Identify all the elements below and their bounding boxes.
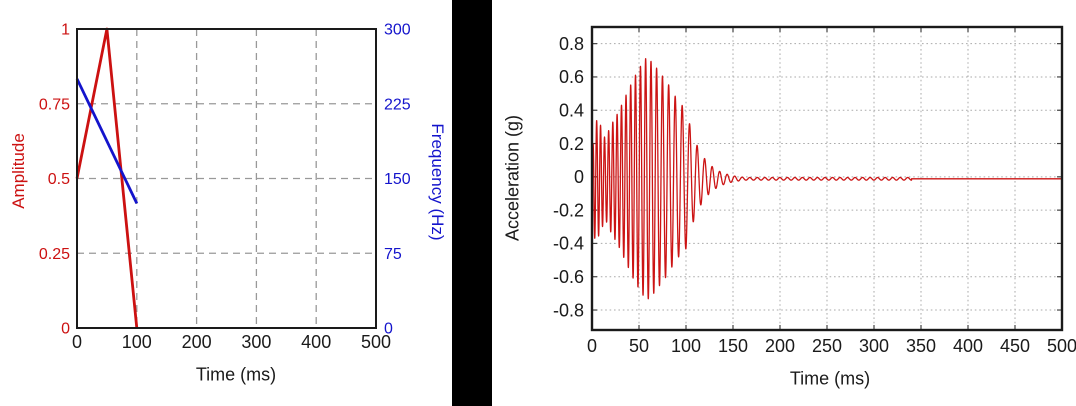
svg-text:400: 400 — [301, 332, 331, 352]
svg-text:300: 300 — [384, 22, 411, 39]
svg-text:150: 150 — [718, 336, 748, 356]
svg-text:100: 100 — [122, 332, 152, 352]
svg-text:250: 250 — [812, 336, 842, 356]
svg-text:300: 300 — [241, 332, 271, 352]
amplitude-frequency-chart: 0 0.25 0.5 0.75 1 0 75 150 225 300 0 100 200 300 400 50… — [0, 0, 452, 406]
svg-text:0.75: 0.75 — [39, 96, 70, 113]
svg-text:0.25: 0.25 — [39, 246, 70, 263]
right-chart-ylabel: Acceleration (g) — [502, 114, 523, 242]
left-chart-xlabel: Time (ms) — [195, 364, 277, 385]
svg-text:300: 300 — [859, 336, 889, 356]
amplitude-frequency-plot-area: 0 0.25 0.5 0.75 1 0 75 150 225 300 0 100 200 300 400 50… — [39, 22, 411, 352]
svg-text:75: 75 — [384, 246, 402, 263]
svg-text:0.6: 0.6 — [559, 67, 584, 87]
svg-text:150: 150 — [384, 171, 411, 188]
svg-text:500: 500 — [1047, 336, 1076, 356]
svg-text:400: 400 — [953, 336, 983, 356]
right-chart-xlabel: Time (ms) — [789, 368, 871, 389]
svg-text:0.2: 0.2 — [559, 134, 584, 154]
svg-text:0.5: 0.5 — [48, 171, 70, 188]
svg-text:-0.4: -0.4 — [553, 234, 584, 254]
acceleration-chart: -0.8 -0.6 -0.4 -0.2 0 0.2 0.4 0.6 0.8 0 50 100 150 20… — [492, 0, 1076, 406]
svg-text:50: 50 — [629, 336, 649, 356]
svg-text:-0.8: -0.8 — [553, 300, 584, 320]
svg-text:0.8: 0.8 — [559, 34, 584, 54]
svg-text:0: 0 — [574, 167, 584, 187]
svg-text:1: 1 — [61, 22, 70, 39]
svg-text:450: 450 — [1000, 336, 1030, 356]
svg-text:-0.2: -0.2 — [553, 200, 584, 220]
svg-text:350: 350 — [906, 336, 936, 356]
svg-text:-0.6: -0.6 — [553, 267, 584, 287]
svg-text:0: 0 — [72, 332, 82, 352]
divider-band — [452, 0, 492, 406]
svg-text:100: 100 — [671, 336, 701, 356]
left-chart-ylabel: Amplitude — [9, 133, 28, 209]
left-chart-ylabel2: Frequency (Hz) — [428, 123, 447, 241]
svg-text:0: 0 — [61, 321, 70, 338]
svg-text:0: 0 — [587, 336, 597, 356]
svg-text:500: 500 — [361, 332, 391, 352]
svg-text:0.4: 0.4 — [559, 101, 584, 121]
svg-text:200: 200 — [765, 336, 795, 356]
svg-text:0: 0 — [384, 321, 393, 338]
svg-text:200: 200 — [182, 332, 212, 352]
acceleration-plot-area: -0.8 -0.6 -0.4 -0.2 0 0.2 0.4 0.6 0.8 0 50 100 150 20… — [553, 25, 1076, 356]
svg-text:225: 225 — [384, 96, 411, 113]
